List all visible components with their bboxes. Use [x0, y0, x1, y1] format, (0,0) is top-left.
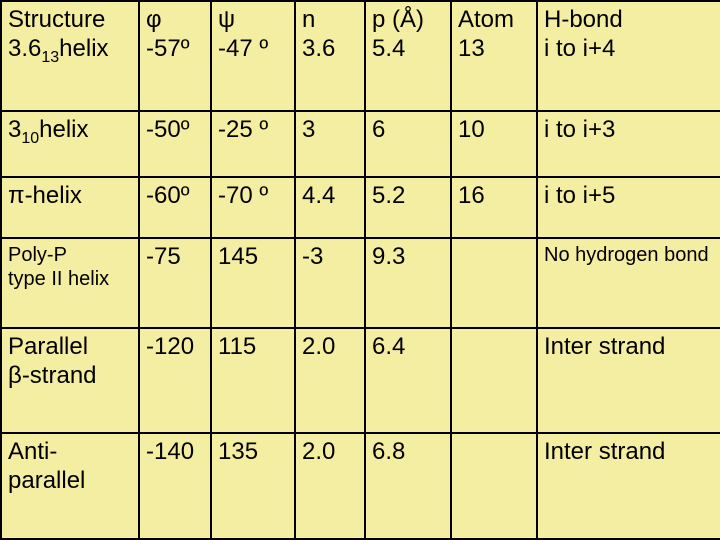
cell-n: -3: [295, 238, 365, 329]
phi-val: -57º: [146, 35, 189, 62]
anti-l1: Anti-: [8, 438, 57, 465]
struct-prefix: π: [8, 182, 25, 209]
beta-prefix: β: [8, 362, 22, 389]
struct-suffix: helix: [39, 116, 88, 143]
psi-label: ψ: [218, 6, 235, 33]
atom-val: 13: [458, 35, 485, 62]
cell-psi: 145: [211, 238, 295, 329]
cell-phi: -120: [139, 328, 211, 433]
cell-atom: [451, 238, 537, 329]
structure-label: Structure: [8, 6, 105, 33]
cell-hbond: i to i+3: [537, 111, 720, 177]
anti-l2: parallel: [8, 467, 85, 494]
cell-hbond: Inter strand: [537, 328, 720, 433]
phi-label: φ: [146, 6, 162, 33]
alpha-helix-suffix: helix: [59, 35, 108, 62]
n-val: 3.6: [302, 35, 335, 62]
cell-atom: [451, 328, 537, 433]
struct-suffix: -helix: [25, 182, 82, 209]
cell-hbond: No hydrogen bond: [537, 238, 720, 329]
alpha-helix-prefix: 3.6: [8, 35, 41, 62]
alpha-helix-sub: 13: [41, 49, 59, 66]
cell-p: 6.4: [365, 328, 451, 433]
table-row: π-helix -60º -70 º 4.4 5.2 16 i to i+5: [1, 177, 720, 238]
cell-psi-header: ψ -47 º: [211, 1, 295, 111]
p-val: 5.4: [372, 35, 405, 62]
table-row: 310helix -50º -25 º 3 6 10 i to i+3: [1, 111, 720, 177]
cell-hbond: Inter strand: [537, 433, 720, 539]
cell-structure-header: Structure 3.613helix: [1, 1, 139, 111]
helix-parameters-table: Structure 3.613helix φ -57º ψ -47 º n 3.…: [0, 0, 720, 540]
cell-psi: -25 º: [211, 111, 295, 177]
cell-atom: 10: [451, 111, 537, 177]
cell-psi: -70 º: [211, 177, 295, 238]
hbond-label: H-bond: [544, 6, 623, 33]
psi-val: -47 º: [218, 35, 268, 62]
cell-phi: -60º: [139, 177, 211, 238]
cell-psi: 115: [211, 328, 295, 433]
cell-atom-header: Atom 13: [451, 1, 537, 111]
cell-hbond-header: H-bond i to i+4: [537, 1, 720, 111]
n-label: n: [302, 6, 315, 33]
cell-n: 2.0: [295, 328, 365, 433]
cell-structure: π-helix: [1, 177, 139, 238]
struct-sub: 10: [21, 130, 39, 147]
cell-n: 2.0: [295, 433, 365, 539]
table-row: Anti- parallel -140 135 2.0 6.8 Inter st…: [1, 433, 720, 539]
cell-psi: 135: [211, 433, 295, 539]
table-row: Parallel β-strand -120 115 2.0 6.4 Inter…: [1, 328, 720, 433]
parallel-l1: Parallel: [8, 333, 88, 360]
atom-label: Atom: [458, 6, 514, 33]
cell-p-header: p (Å) 5.4: [365, 1, 451, 111]
cell-phi-header: φ -57º: [139, 1, 211, 111]
cell-structure: Poly-P type II helix: [1, 238, 139, 329]
cell-n: 3: [295, 111, 365, 177]
cell-atom: 16: [451, 177, 537, 238]
p-label: p (Å): [372, 6, 424, 33]
cell-n-header: n 3.6: [295, 1, 365, 111]
table-row: Poly-P type II helix -75 145 -3 9.3 No h…: [1, 238, 720, 329]
cell-p: 6.8: [365, 433, 451, 539]
beta-suffix: -strand: [22, 362, 97, 389]
struct-prefix: 3: [8, 116, 21, 143]
cell-phi: -75: [139, 238, 211, 329]
cell-phi: -50º: [139, 111, 211, 177]
cell-p: 5.2: [365, 177, 451, 238]
cell-n: 4.4: [295, 177, 365, 238]
cell-phi: -140: [139, 433, 211, 539]
cell-structure: Parallel β-strand: [1, 328, 139, 433]
polyp-l2: type II helix: [8, 268, 109, 290]
cell-structure: Anti- parallel: [1, 433, 139, 539]
polyp-l1: Poly-P: [8, 244, 67, 266]
cell-atom: [451, 433, 537, 539]
cell-p: 9.3: [365, 238, 451, 329]
cell-p: 6: [365, 111, 451, 177]
cell-hbond: i to i+5: [537, 177, 720, 238]
hbond-val: i to i+4: [544, 35, 615, 62]
cell-structure: 310helix: [1, 111, 139, 177]
table-header-row: Structure 3.613helix φ -57º ψ -47 º n 3.…: [1, 1, 720, 111]
